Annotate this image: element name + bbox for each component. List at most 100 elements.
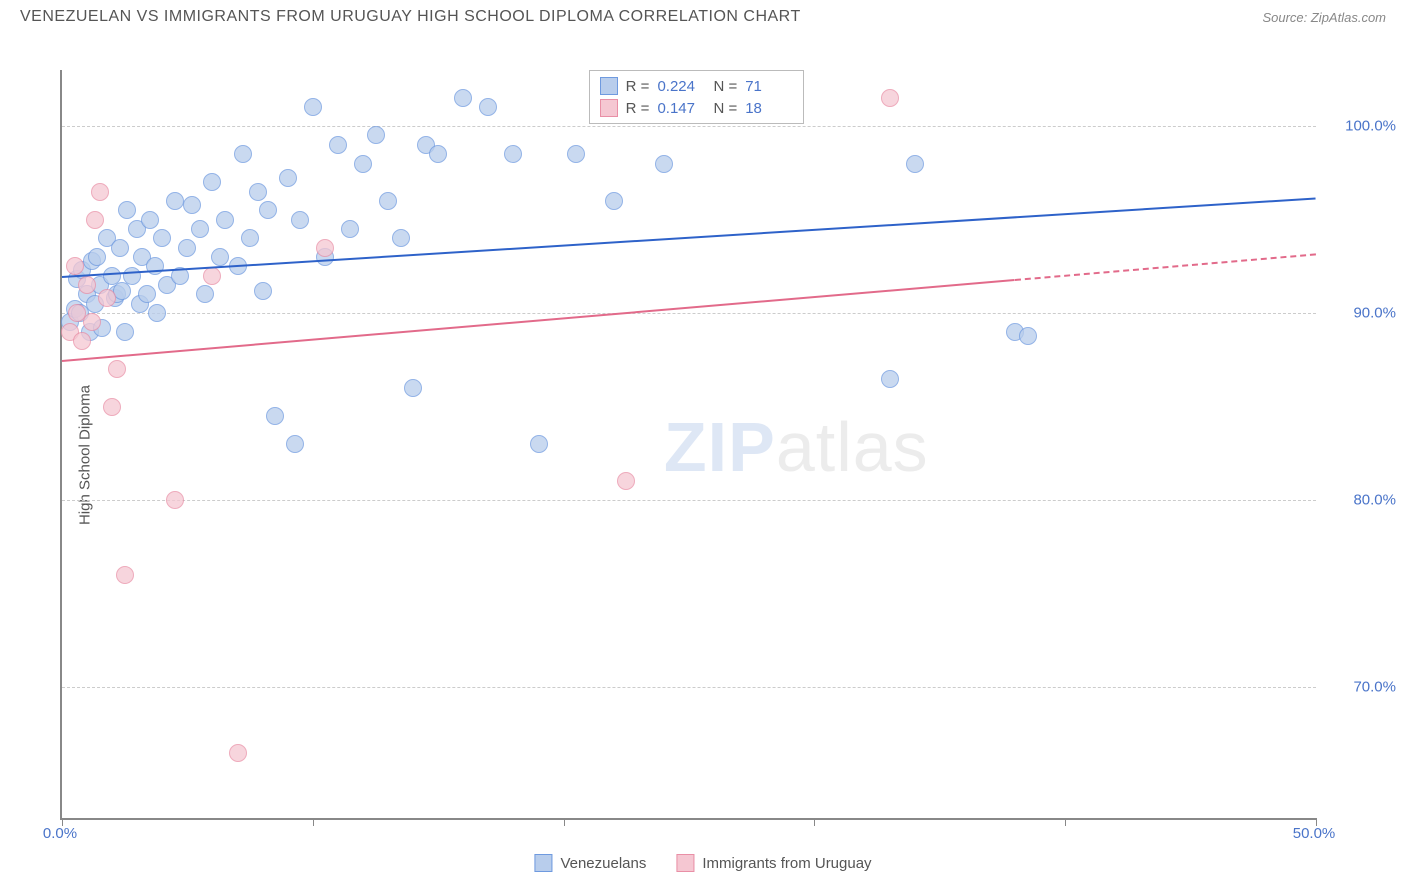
scatter-point <box>78 276 96 294</box>
x-tick <box>1065 818 1066 826</box>
scatter-point <box>86 211 104 229</box>
scatter-point <box>341 220 359 238</box>
chart-header: VENEZUELAN VS IMMIGRANTS FROM URUGUAY HI… <box>0 0 1406 30</box>
scatter-point <box>234 145 252 163</box>
scatter-point <box>229 744 247 762</box>
scatter-point <box>881 370 899 388</box>
scatter-point <box>73 332 91 350</box>
stat-r-label: R = <box>626 100 650 117</box>
scatter-point <box>329 136 347 154</box>
scatter-point <box>216 211 234 229</box>
legend-swatch <box>600 77 618 95</box>
scatter-point <box>166 192 184 210</box>
scatter-point <box>88 248 106 266</box>
scatter-point <box>123 267 141 285</box>
scatter-point <box>881 89 899 107</box>
scatter-point <box>266 407 284 425</box>
legend-item: Venezuelans <box>534 854 646 872</box>
x-tick <box>564 818 565 826</box>
scatter-point <box>906 155 924 173</box>
stats-row: R = 0.147 N = 18 <box>600 97 794 119</box>
legend-swatch <box>676 854 694 872</box>
stat-n-label: N = <box>713 78 737 95</box>
scatter-point <box>166 491 184 509</box>
scatter-point <box>116 323 134 341</box>
scatter-point <box>138 285 156 303</box>
scatter-point <box>103 398 121 416</box>
scatter-point <box>146 257 164 275</box>
legend-swatch <box>534 854 552 872</box>
scatter-point <box>148 304 166 322</box>
scatter-point <box>196 285 214 303</box>
x-tick <box>313 818 314 826</box>
scatter-point <box>454 89 472 107</box>
scatter-point <box>83 313 101 331</box>
gridline <box>62 126 1316 127</box>
scatter-point <box>286 435 304 453</box>
gridline <box>62 313 1316 314</box>
legend-label: Immigrants from Uruguay <box>702 855 871 872</box>
y-tick-label: 70.0% <box>1353 679 1396 696</box>
bottom-legend: Venezuelans Immigrants from Uruguay <box>534 854 871 872</box>
scatter-point <box>304 98 322 116</box>
scatter-point <box>367 126 385 144</box>
stat-n-value: 71 <box>745 78 793 95</box>
stat-r-value: 0.147 <box>657 100 705 117</box>
scatter-point <box>203 267 221 285</box>
gridline <box>62 500 1316 501</box>
scatter-point <box>66 257 84 275</box>
y-tick-label: 90.0% <box>1353 305 1396 322</box>
y-tick-label: 80.0% <box>1353 492 1396 509</box>
stats-box: R = 0.224 N = 71 R = 0.147 N = 18 <box>589 70 805 124</box>
scatter-point <box>392 229 410 247</box>
scatter-point <box>279 169 297 187</box>
scatter-point <box>211 248 229 266</box>
scatter-point <box>404 379 422 397</box>
scatter-point <box>141 211 159 229</box>
scatter-point <box>118 201 136 219</box>
scatter-point <box>1019 327 1037 345</box>
plot-area: ZIPatlas R = 0.224 N = 71 R = 0.147 N = 18 <box>60 70 1316 820</box>
x-tick <box>814 818 815 826</box>
stat-r-value: 0.224 <box>657 78 705 95</box>
chart-source: Source: ZipAtlas.com <box>1262 10 1386 25</box>
stat-n-value: 18 <box>745 100 793 117</box>
scatter-point <box>183 196 201 214</box>
stats-row: R = 0.224 N = 71 <box>600 75 794 97</box>
scatter-point <box>241 229 259 247</box>
scatter-point <box>316 239 334 257</box>
scatter-point <box>605 192 623 210</box>
scatter-point <box>249 183 267 201</box>
scatter-point <box>254 282 272 300</box>
chart-title: VENEZUELAN VS IMMIGRANTS FROM URUGUAY HI… <box>20 8 801 26</box>
scatter-point <box>98 289 116 307</box>
gridline <box>62 687 1316 688</box>
x-tick-label: 50.0% <box>1293 825 1336 842</box>
y-tick-label: 100.0% <box>1345 118 1396 135</box>
scatter-point <box>153 229 171 247</box>
scatter-point <box>259 201 277 219</box>
scatter-point <box>91 183 109 201</box>
scatter-point <box>191 220 209 238</box>
scatter-point <box>567 145 585 163</box>
trend-line <box>1015 253 1316 281</box>
scatter-point <box>108 360 126 378</box>
scatter-point <box>429 145 447 163</box>
legend-swatch <box>600 99 618 117</box>
scatter-point <box>116 566 134 584</box>
scatter-point <box>379 192 397 210</box>
watermark: ZIPatlas <box>664 407 929 487</box>
scatter-point <box>655 155 673 173</box>
scatter-point <box>530 435 548 453</box>
scatter-point <box>203 173 221 191</box>
scatter-point <box>178 239 196 257</box>
scatter-point <box>504 145 522 163</box>
legend-item: Immigrants from Uruguay <box>676 854 871 872</box>
scatter-point <box>479 98 497 116</box>
x-tick-label: 0.0% <box>43 825 77 842</box>
scatter-point <box>111 239 129 257</box>
legend-label: Venezuelans <box>560 855 646 872</box>
stat-n-label: N = <box>713 100 737 117</box>
stat-r-label: R = <box>626 78 650 95</box>
chart-container: High School Diploma ZIPatlas R =0.224N =… <box>0 30 1406 880</box>
